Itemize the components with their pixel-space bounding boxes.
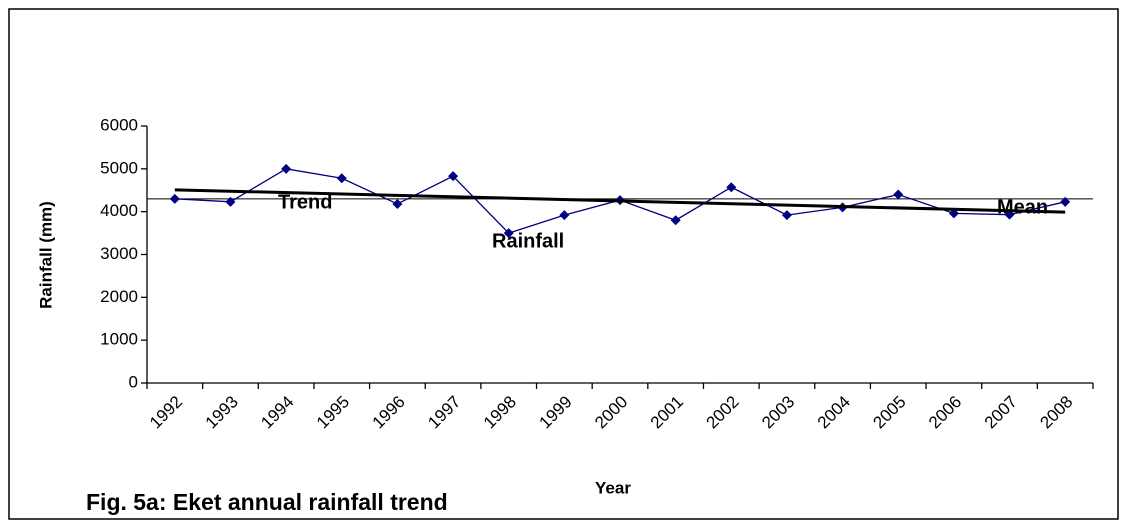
- x-tick-label: 2001: [647, 392, 687, 432]
- y-axis-label: Rainfall (mm): [36, 201, 55, 309]
- data-point: [559, 210, 570, 221]
- chart-border: [8, 8, 1119, 520]
- y-tick-label: 0: [129, 372, 138, 391]
- data-point: [893, 189, 904, 200]
- chart-title: Fig. 5a: Eket annual rainfall trend: [86, 489, 448, 515]
- x-tick-label: 2005: [869, 392, 909, 432]
- x-tick-label: 2007: [981, 392, 1021, 432]
- x-tick-label: 1993: [202, 392, 242, 432]
- x-tick-label: 2003: [758, 392, 798, 432]
- x-tick-label: 1994: [257, 392, 297, 432]
- y-tick-label: 1000: [100, 330, 138, 349]
- data-point: [781, 210, 792, 221]
- x-tick-label: 2008: [1036, 392, 1076, 432]
- x-tick-label: 1997: [424, 392, 464, 432]
- trend-line: [174, 188, 1066, 214]
- x-tick-label: 1995: [313, 392, 353, 432]
- x-axis-label: Year: [595, 478, 631, 497]
- x-tick-label: 1999: [536, 392, 576, 432]
- data-point: [448, 171, 459, 182]
- data-point: [169, 193, 180, 204]
- x-tick-label: 1992: [146, 392, 186, 432]
- x-tick-label: 2006: [925, 392, 965, 432]
- y-tick-label: 3000: [100, 244, 138, 263]
- x-tick-label: 2004: [814, 392, 854, 432]
- data-point: [392, 198, 403, 209]
- data-point: [1060, 196, 1071, 207]
- data-point: [503, 228, 514, 239]
- data-point: [225, 196, 236, 207]
- data-point: [726, 182, 737, 193]
- trend-label: Trend: [278, 191, 332, 213]
- rainfall-label: Rainfall: [492, 230, 564, 252]
- data-point: [670, 215, 681, 226]
- y-tick-label: 4000: [100, 201, 138, 220]
- x-tick-label: 1998: [480, 392, 520, 432]
- data-point: [336, 173, 347, 184]
- x-tick-label: 1996: [369, 392, 409, 432]
- x-tick-label: 2002: [702, 392, 742, 432]
- data-point: [948, 208, 959, 219]
- x-tick-label: 2000: [591, 392, 631, 432]
- y-tick-label: 2000: [100, 287, 138, 306]
- y-tick-label: 6000: [100, 115, 138, 134]
- data-point: [281, 163, 292, 174]
- y-tick-label: 5000: [100, 158, 138, 177]
